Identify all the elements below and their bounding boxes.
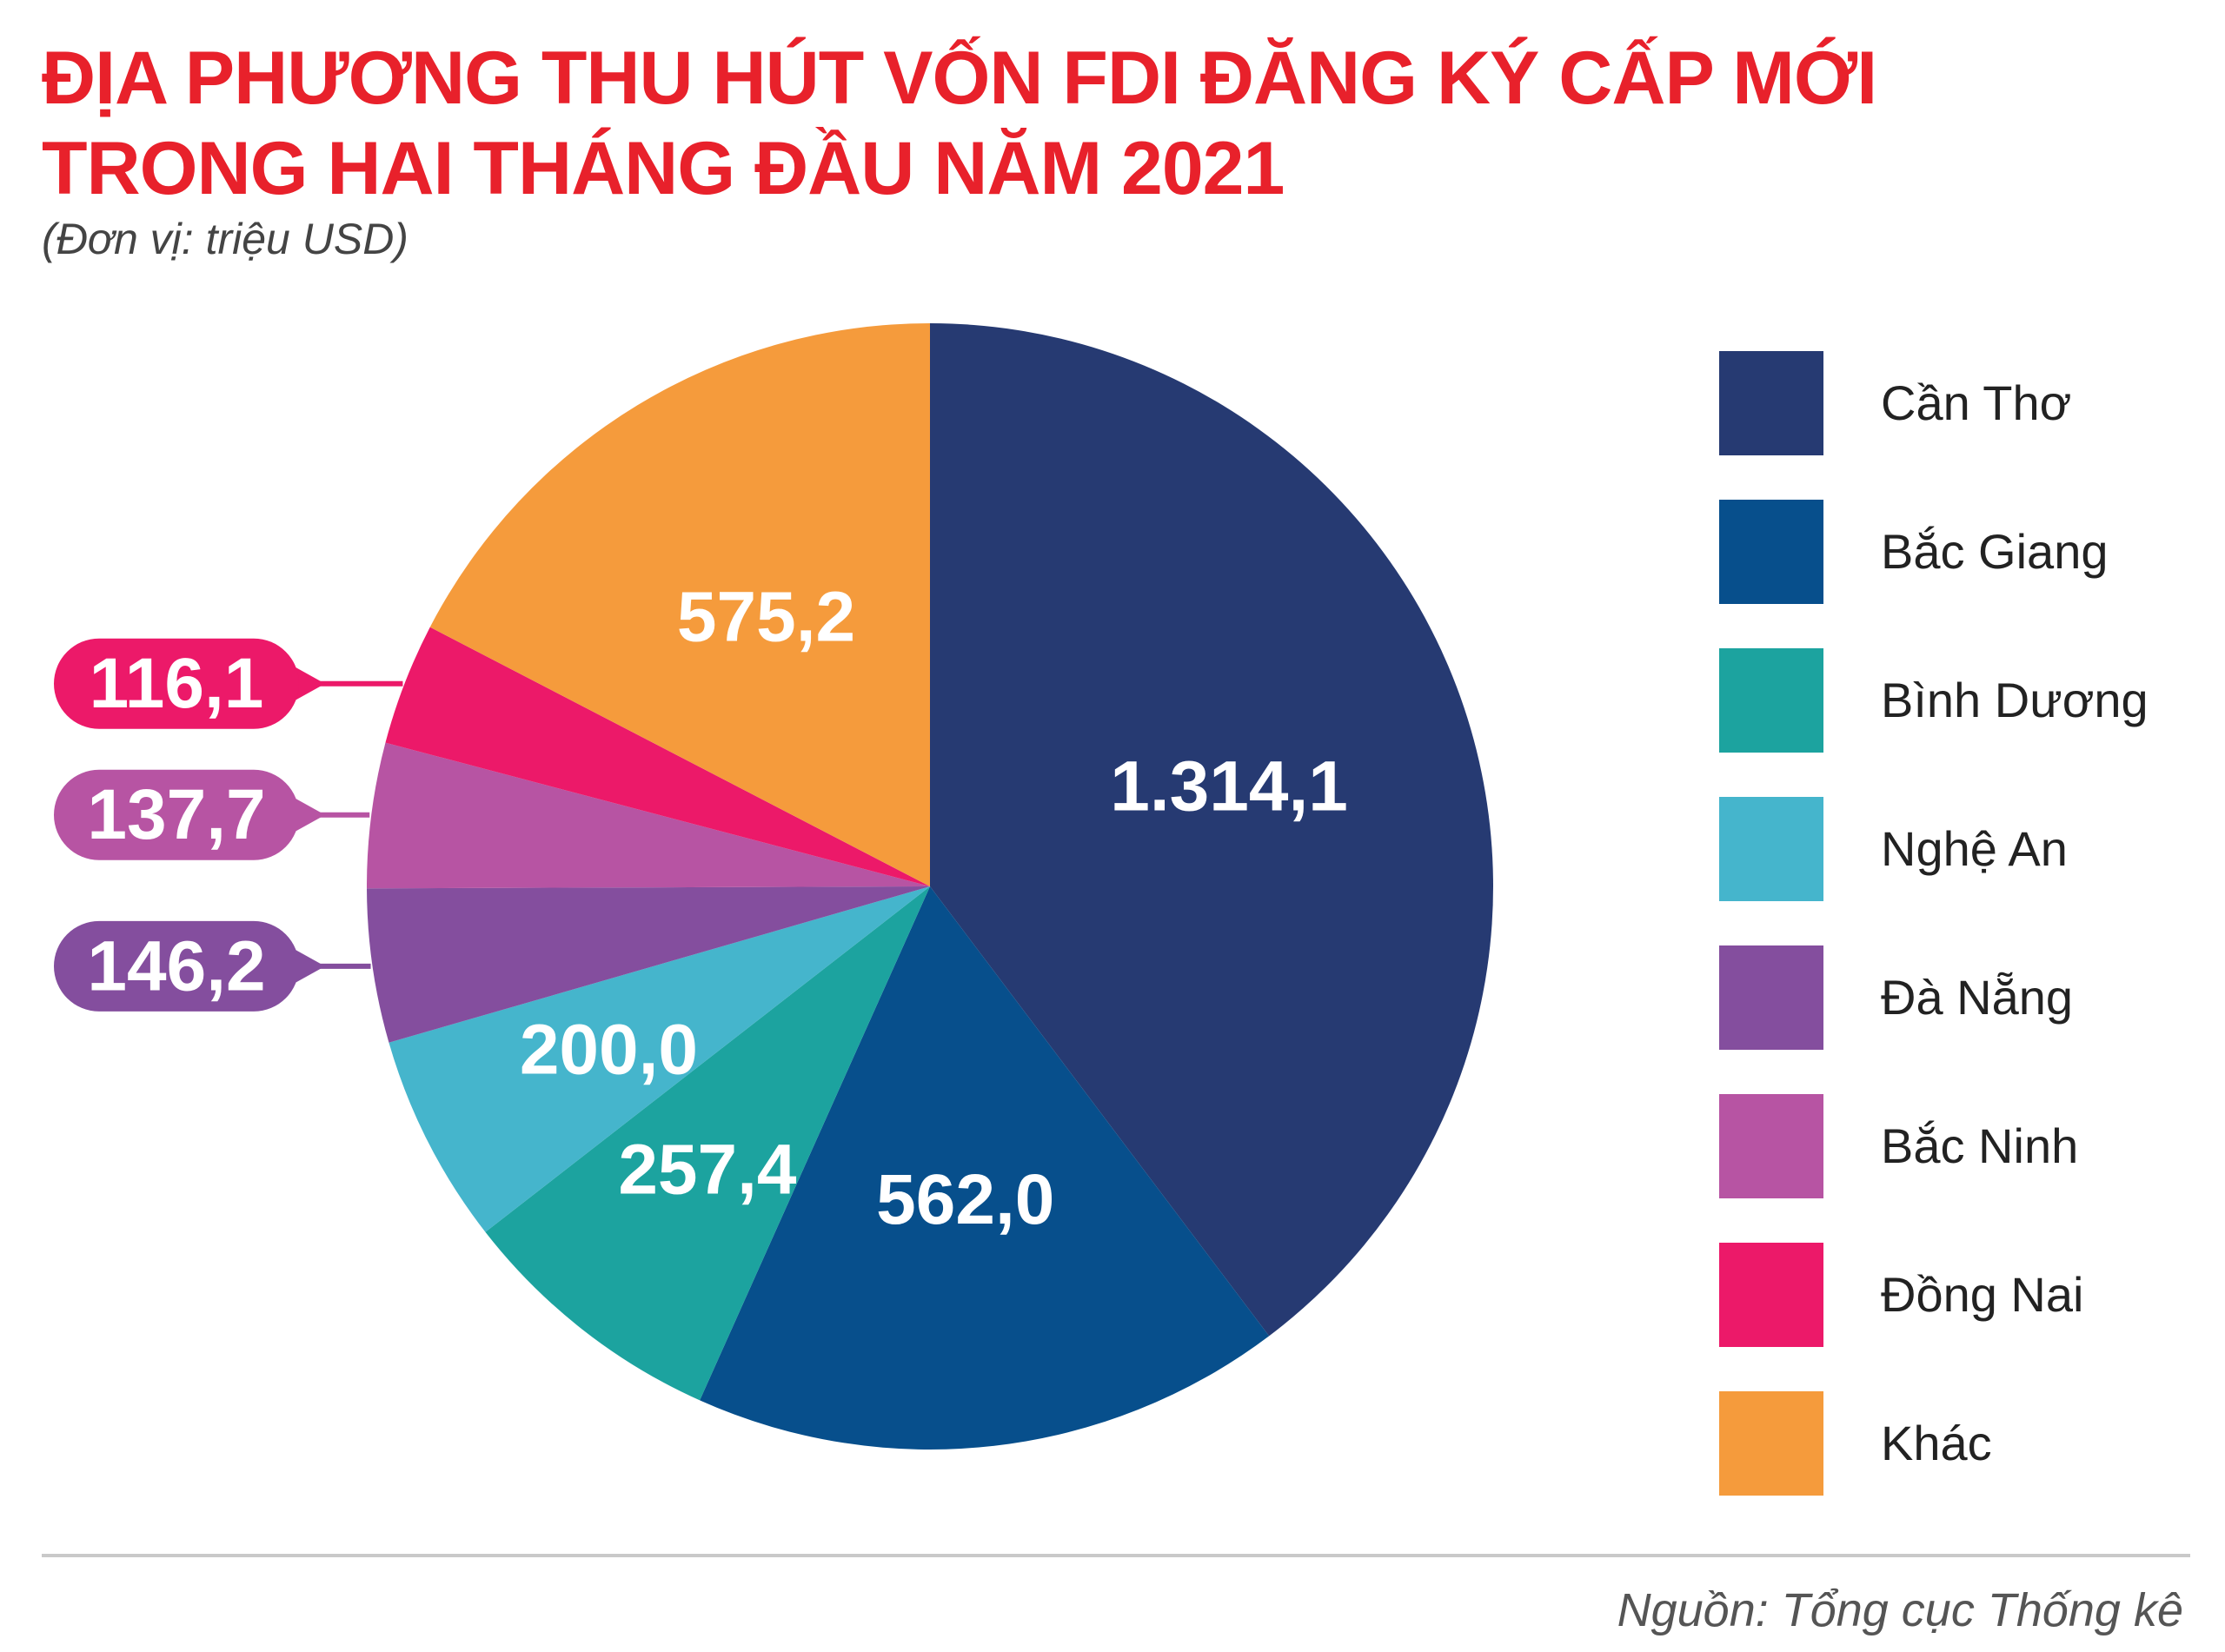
pie-slice-khac [429,322,930,886]
pie-slice-nghe-an [389,886,930,1232]
data-label-binh-duong: 257,4 [618,1131,797,1210]
legend-label-can-tho: Cần Thơ [1881,375,2072,430]
title-line-2: TRONG HAI THÁNG ĐẦU NĂM 2021 [42,127,1285,210]
legend-swatch-dong-nai [1719,1243,1823,1347]
legend-swatch-bac-ninh [1719,1094,1823,1198]
callout-pill-dong-nai [54,638,299,729]
callout-pill-bac-ninh [54,769,299,860]
pie-slice-binh-duong [485,886,930,1401]
legend-label-dong-nai: Đồng Nai [1881,1267,2084,1322]
pie-slice-da-nang [367,886,930,1043]
pie-slices [367,322,1494,1450]
data-label-nghe-an: 200,0 [520,1011,698,1090]
divider [42,1554,2190,1557]
pie-slice-bac-giang [700,886,1270,1450]
pie-slice-dong-nai [385,627,930,886]
legend-swatch-bac-giang [1719,500,1823,604]
data-label-bac-giang: 562,0 [876,1160,1054,1239]
legend-swatch-binh-duong [1719,648,1823,753]
chart-title: ĐỊA PHƯƠNG THU HÚT VỐN FDI ĐĂNG KÝ CẤP M… [42,33,2180,214]
unit-label: (Đơn vị: triệu USD) [42,215,408,263]
legend-swatch-da-nang [1719,945,1823,1050]
callout-bac-ninh: 137,7 [54,769,370,860]
data-label-can-tho: 1.314,1 [1110,746,1348,826]
data-label-khac: 575,2 [677,577,855,656]
callout-da-nang: 146,2 [54,920,371,1012]
pie-labels: 1.314,1 562,0 257,4 200,0 575,2 [520,577,1348,1239]
callout-dong-nai: 116,1 [54,638,403,729]
legend-label-bac-ninh: Bắc Ninh [1881,1118,2079,1173]
pie-slice-can-tho [930,323,1494,1337]
pie-slice-bac-ninh [367,742,930,889]
legend-label-khac: Khác [1881,1416,1992,1470]
legend-swatch-can-tho [1719,351,1823,455]
legend-label-da-nang: Đà Nẵng [1881,970,2074,1025]
legend-swatch-nghe-an [1719,797,1823,901]
data-label-bac-ninh: 137,7 [87,775,265,854]
pie-chart: 116,1 137,7 146,2 1.314,1 562,0 257,4 200,0 57… [54,322,1494,1450]
callout-pill-da-nang [54,920,299,1012]
data-label-da-nang: 146,2 [87,926,265,1005]
legend-label-bac-giang: Bắc Giang [1881,524,2109,579]
data-label-dong-nai: 116,1 [90,644,264,723]
source-note: Nguồn: Tổng cục Thống kê [1617,1584,2183,1636]
legend-label-binh-duong: Bình Dương [1881,673,2149,727]
pie-callouts: 116,1 137,7 146,2 [54,638,403,1012]
legend-label-nghe-an: Nghệ An [1881,821,2068,876]
title-line-1: ĐỊA PHƯƠNG THU HÚT VỐN FDI ĐĂNG KÝ CẤP M… [42,36,1877,120]
legend-swatch-khac [1719,1391,1823,1496]
